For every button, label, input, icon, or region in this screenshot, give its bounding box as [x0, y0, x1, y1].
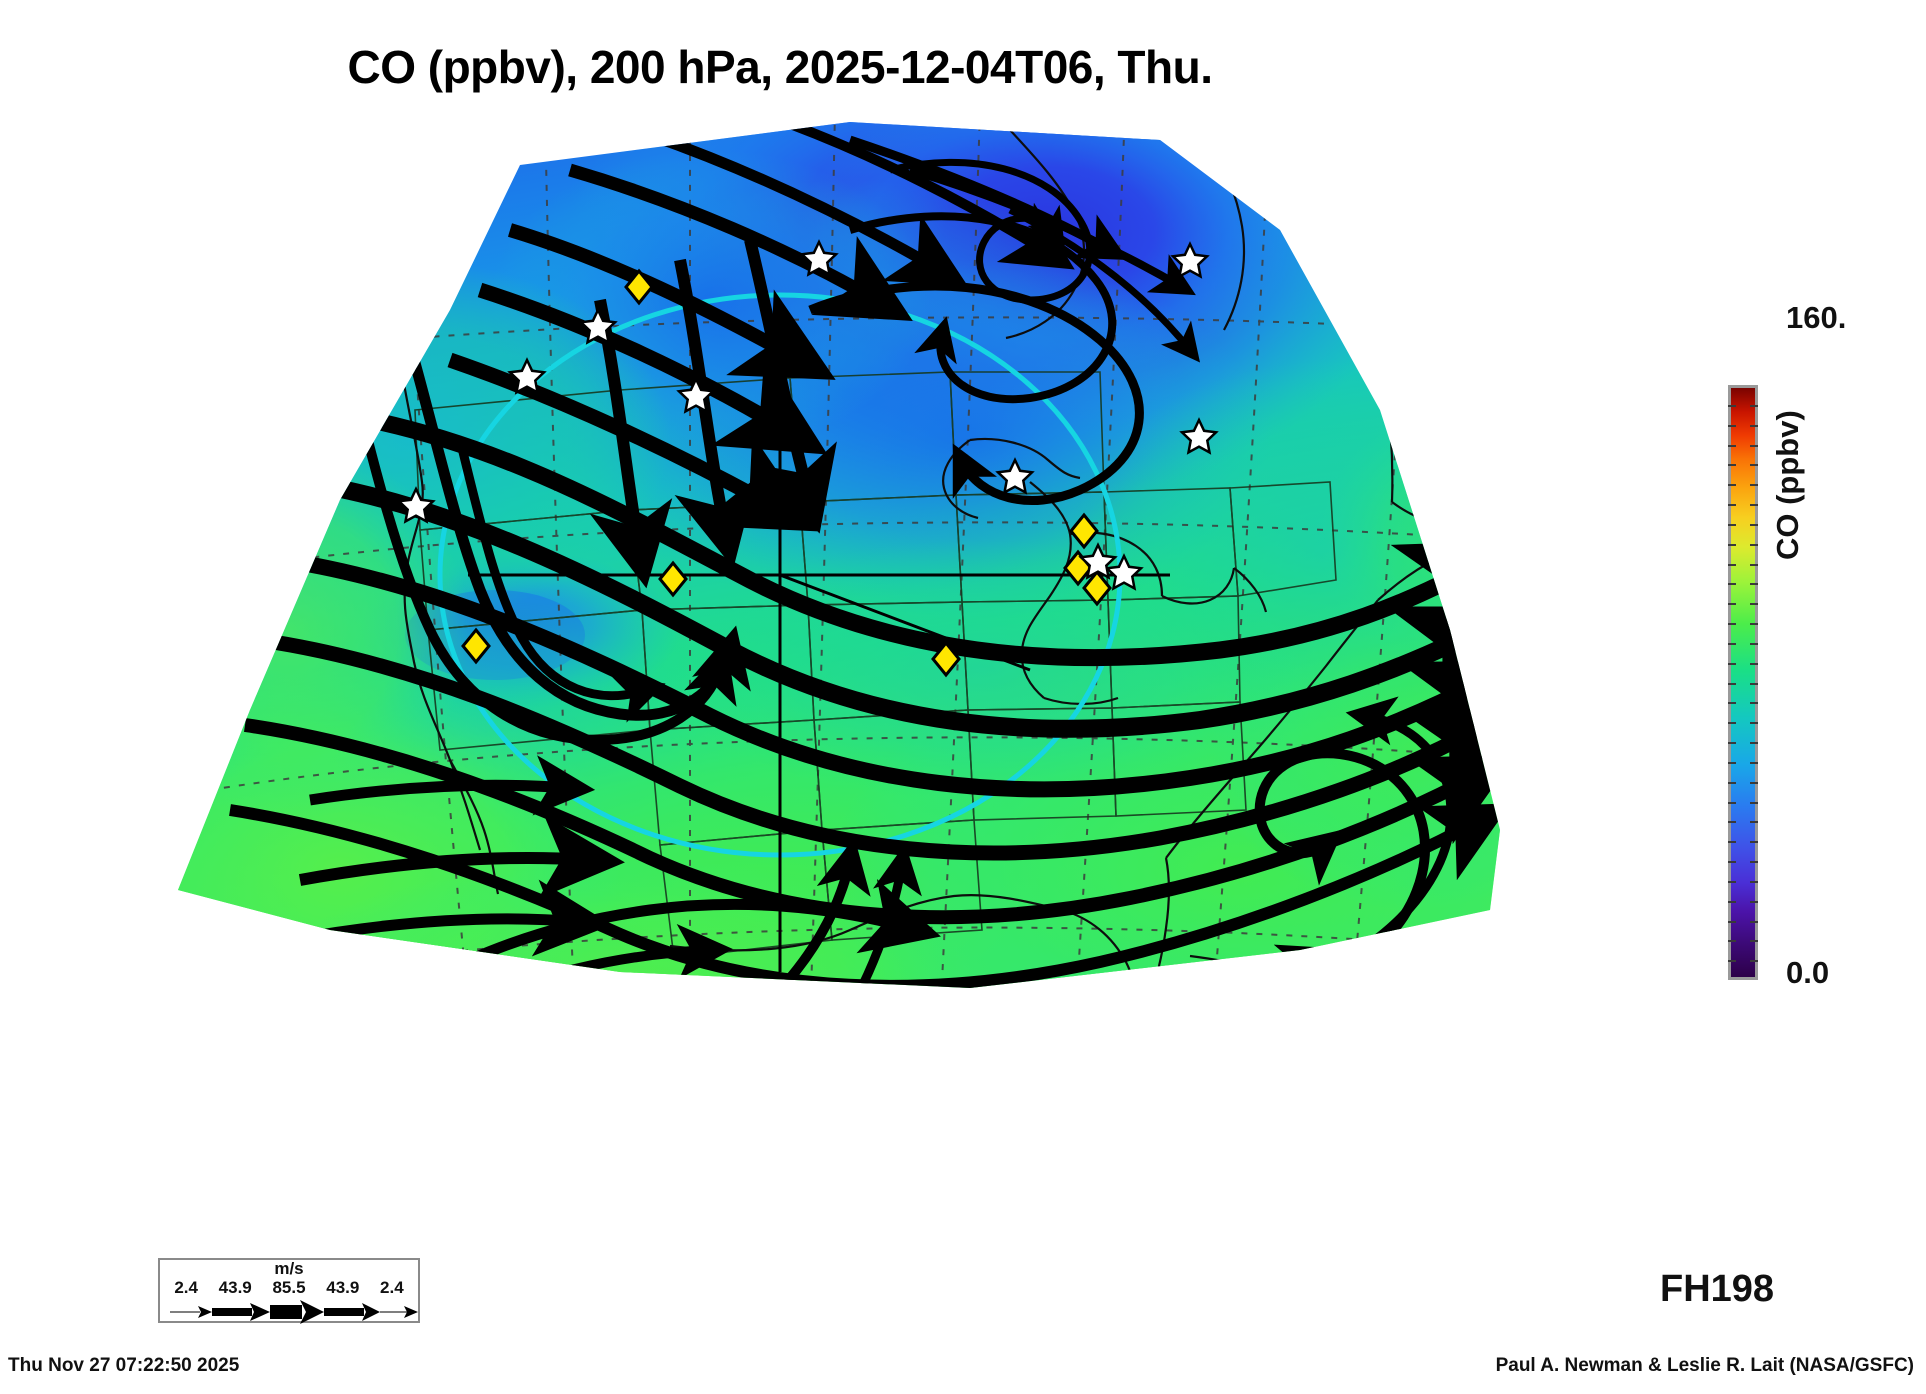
map-figure[interactable]	[150, 110, 1500, 1020]
colorbar-min-label: 0.0	[1786, 955, 1830, 990]
diamond-marker[interactable]	[658, 560, 688, 598]
diamond-marker[interactable]	[624, 268, 654, 306]
station-markers[interactable]	[396, 239, 1219, 678]
wind-value-labels: 2.4 43.9 85.5 43.9 2.4	[160, 1278, 418, 1298]
wind-value: 2.4	[174, 1278, 198, 1297]
colorbar-max-label: 160.	[1786, 300, 1847, 335]
star-marker[interactable]	[799, 239, 839, 277]
star-marker[interactable]	[1104, 553, 1144, 591]
forecast-hour-label: FH198	[1660, 1268, 1775, 1310]
wind-value: 43.9	[326, 1278, 360, 1297]
map-panel[interactable]	[150, 110, 1500, 1020]
diamond-marker[interactable]	[931, 640, 961, 678]
star-marker[interactable]	[396, 486, 436, 524]
diamond-marker[interactable]	[1069, 512, 1099, 550]
page-title: CO (ppbv), 200 hPa, 2025-12-04T06, Thu.	[347, 41, 1213, 93]
author-credit: Paul A. Newman & Leslie R. Lait (NASA/GS…	[1495, 1355, 1914, 1376]
star-marker[interactable]	[1170, 241, 1210, 279]
wind-arrow-scale	[170, 1300, 418, 1324]
star-marker[interactable]	[676, 376, 716, 414]
wind-value: 43.9	[218, 1278, 252, 1297]
diamond-marker[interactable]	[461, 627, 491, 665]
wind-unit-label: m/s	[274, 1259, 304, 1278]
diamond-marker[interactable]	[1082, 569, 1112, 607]
star-marker[interactable]	[1078, 542, 1118, 580]
wind-value: 85.5	[272, 1278, 306, 1297]
wind-value: 2.4	[380, 1278, 404, 1297]
star-marker[interactable]	[578, 307, 618, 345]
wind-scale-legend: m/s 2.4 43.9 85.5 43.9 2.4	[158, 1258, 420, 1324]
star-marker[interactable]	[995, 457, 1035, 495]
generated-timestamp: Thu Nov 27 07:22:50 2025	[8, 1355, 240, 1376]
star-marker[interactable]	[507, 357, 547, 395]
star-marker[interactable]	[1179, 417, 1219, 455]
colorbar-axis-label: CO (ppbv)	[1770, 410, 1805, 560]
colorbar-ticks	[1728, 385, 1758, 980]
